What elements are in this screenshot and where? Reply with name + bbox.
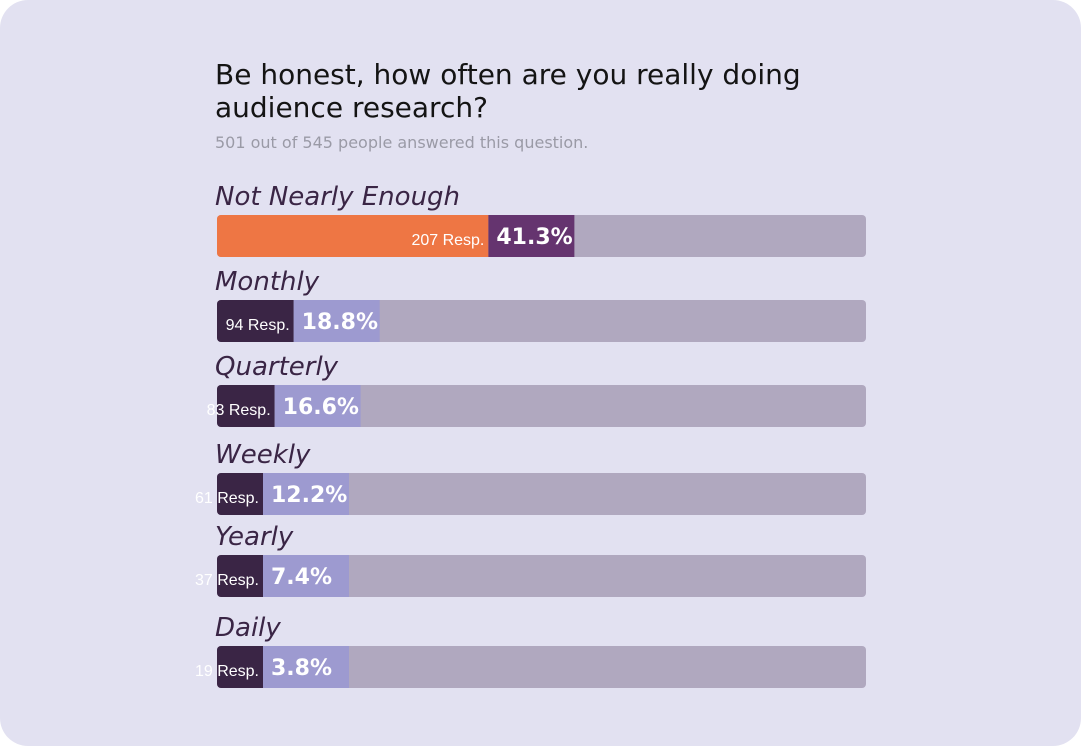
bar-percent-segment — [488, 215, 575, 257]
bar-percent-segment — [274, 385, 361, 427]
bar-group — [217, 385, 866, 427]
bar-percent-segment — [293, 300, 380, 342]
category-label: Monthly — [215, 267, 320, 297]
percent-label: 7.4% — [271, 565, 332, 590]
bar-count-segment — [217, 385, 275, 427]
bar-count-segment — [217, 300, 294, 342]
bar-percent-segment — [263, 646, 349, 688]
bar-count-segment — [217, 215, 489, 257]
percent-label: 16.6% — [283, 395, 359, 420]
percent-label: 3.8% — [271, 656, 332, 681]
bar-percent-segment — [263, 555, 349, 597]
response-count-label: 94 Resp. — [226, 317, 290, 334]
category-label: Daily — [215, 613, 281, 643]
response-count-label: 207 Resp. — [411, 232, 484, 249]
bar-group — [217, 646, 866, 688]
response-count-label: 83 Resp. — [207, 402, 271, 419]
bar-group — [217, 473, 866, 515]
percent-label: 12.2% — [271, 483, 347, 508]
bar-percent-segment — [263, 473, 349, 515]
response-count-label: 37 Resp. — [195, 572, 259, 589]
bar-count-segment — [217, 473, 263, 515]
chart-title: Be honest, how often are you really doin… — [215, 58, 801, 124]
bar-group — [217, 555, 866, 597]
category-label: Not Nearly Enough — [215, 182, 460, 212]
bar-group — [217, 215, 866, 257]
response-count-label: 19 Resp. — [195, 663, 259, 680]
bar-group — [217, 300, 866, 342]
category-label: Yearly — [215, 522, 294, 552]
bar-count-segment — [217, 646, 263, 688]
category-label: Weekly — [215, 440, 311, 470]
category-label: Quarterly — [215, 352, 339, 382]
response-count-label: 61 Resp. — [195, 490, 259, 507]
bar-count-segment — [217, 555, 263, 597]
percent-label: 18.8% — [302, 310, 378, 335]
chart-subtitle: 501 out of 545 people answered this ques… — [215, 133, 589, 152]
percent-label: 41.3% — [496, 225, 572, 250]
